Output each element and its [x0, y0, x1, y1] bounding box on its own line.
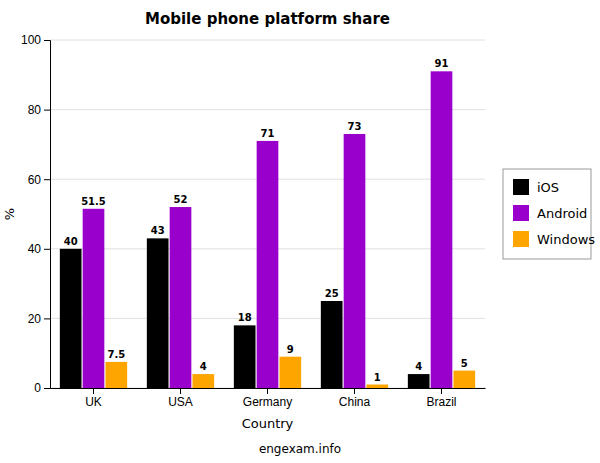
bars — [60, 71, 475, 388]
x-tick: Germany — [243, 388, 292, 409]
y-tick: 40 — [28, 242, 50, 256]
y-tick-label: 20 — [28, 312, 42, 326]
bar-series — [83, 71, 453, 388]
y-tick: 20 — [28, 312, 50, 326]
bar — [257, 141, 279, 388]
bar — [60, 249, 82, 388]
y-tick: 100 — [21, 33, 50, 47]
x-tick: USA — [168, 388, 193, 409]
bar — [453, 371, 475, 388]
x-tick: UK — [85, 388, 102, 409]
bar — [170, 207, 192, 388]
footer: engexam.info — [259, 442, 341, 456]
x-tick: China — [339, 388, 371, 409]
x-axis-title: Country — [242, 416, 294, 431]
y-tick-label: 0 — [34, 381, 41, 395]
y-tick-label: 80 — [28, 103, 42, 117]
y-tick-mark — [44, 40, 50, 41]
data-label: 40 — [64, 236, 78, 247]
grid-line — [50, 40, 485, 41]
bar — [192, 374, 214, 388]
grid — [50, 40, 485, 388]
x-axis: UK USA Germany China Brazil — [51, 388, 486, 409]
y-tick-mark — [44, 318, 50, 319]
bar — [105, 362, 127, 388]
data-label: 1 — [374, 372, 381, 383]
y-tick: 0 — [34, 381, 50, 395]
legend-item: Windows — [513, 231, 595, 247]
bar — [431, 71, 453, 388]
data-label: 71 — [261, 128, 275, 139]
y-axis-line — [44, 41, 51, 389]
bar — [366, 385, 388, 388]
data-label: 4 — [200, 361, 207, 372]
x-tick-mark — [267, 388, 268, 394]
legend-swatch — [513, 179, 529, 195]
y-axis-title: % — [2, 208, 17, 220]
bar — [321, 301, 343, 388]
data-label: 7.5 — [107, 349, 125, 360]
title: Mobile phone platform share — [145, 10, 390, 28]
bar — [147, 238, 169, 388]
bar-series — [105, 357, 475, 388]
grid-line — [50, 109, 485, 110]
y-tick-mark — [44, 110, 50, 111]
bar — [408, 374, 430, 388]
bar — [344, 134, 366, 388]
x-tick-mark — [441, 388, 442, 394]
chart: 40431825451.5527173917.54915UKUSAGermany… — [0, 0, 600, 463]
y-tick-label: 100 — [21, 33, 41, 47]
y-tick-label: 60 — [28, 173, 42, 187]
x-tick-label: UK — [85, 395, 102, 409]
x-tick-mark — [93, 388, 94, 394]
legend-item: iOS — [513, 179, 559, 195]
x-tick-label: USA — [168, 395, 193, 409]
y-axis: 0 20 40 60 80 100 — [21, 33, 51, 395]
x-tick-label: China — [339, 395, 371, 409]
x-tick-mark — [180, 388, 181, 394]
data-label: 25 — [325, 288, 339, 299]
data-label: 43 — [151, 225, 165, 236]
y-tick: 60 — [28, 173, 50, 187]
legend-label: Android — [537, 206, 587, 221]
x-tick-label: Germany — [243, 395, 292, 409]
data-label: 9 — [287, 344, 294, 355]
bar — [83, 209, 105, 388]
legend-swatch — [513, 231, 529, 247]
bar — [279, 357, 301, 388]
bar — [234, 325, 256, 388]
data-label: 73 — [348, 121, 362, 132]
data-label: 52 — [174, 194, 188, 205]
x-tick: Brazil — [426, 388, 456, 409]
y-tick-mark — [44, 179, 50, 180]
legend: iOS Android Windows — [503, 169, 595, 259]
data-label: 4 — [415, 361, 422, 372]
data-label: 51.5 — [81, 196, 106, 207]
y-tick: 80 — [28, 103, 50, 117]
legend-item: Android — [513, 205, 587, 221]
plot: 40431825451.5527173917.54915UKUSAGermany… — [21, 33, 486, 408]
legend-swatch — [513, 205, 529, 221]
data-label: 5 — [461, 358, 468, 369]
data-label: 91 — [435, 58, 449, 69]
y-tick-mark — [44, 388, 50, 389]
x-tick-mark — [354, 388, 355, 394]
x-tick-label: Brazil — [426, 395, 456, 409]
y-tick-mark — [44, 249, 50, 250]
legend-label: Windows — [537, 232, 595, 247]
y-tick-label: 40 — [28, 242, 42, 256]
data-labels: 40431825451.5527173917.54915 — [64, 58, 468, 382]
data-label: 18 — [238, 312, 252, 323]
legend-label: iOS — [537, 180, 559, 195]
bar-series — [60, 238, 430, 388]
